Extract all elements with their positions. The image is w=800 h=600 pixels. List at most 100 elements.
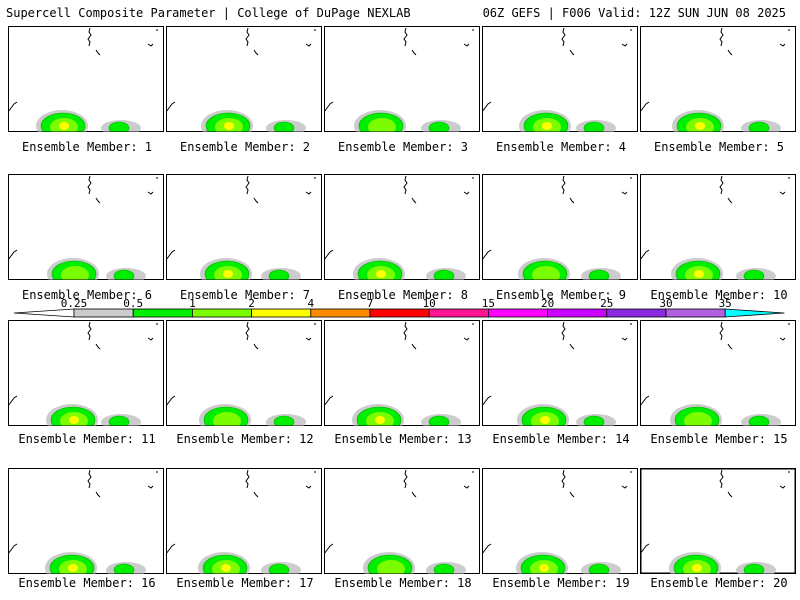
scp-field — [517, 404, 616, 426]
legend-threshold-label: 30 — [659, 297, 673, 310]
legend-threshold-label: 4 — [307, 297, 315, 310]
ensemble-panel[interactable] — [640, 174, 796, 280]
map-frame — [166, 320, 322, 426]
ensemble-panel[interactable] — [640, 26, 796, 132]
map-frame — [166, 174, 322, 280]
coastline — [166, 27, 316, 113]
legend-swatch — [487, 308, 548, 318]
scp-map — [324, 174, 480, 280]
legend-arrow-left — [13, 308, 75, 318]
scp-field — [201, 110, 306, 132]
legend-swatch — [132, 308, 193, 318]
scp-field — [352, 404, 461, 426]
ensemble-member-label: Ensemble Member: 10 — [650, 288, 788, 302]
scp-field — [363, 552, 466, 574]
scp-map — [482, 174, 638, 280]
map-frame — [640, 26, 796, 132]
ensemble-member-label: Ensemble Member: 15 — [650, 432, 788, 446]
ensemble-panel[interactable] — [324, 320, 480, 426]
ensemble-member-label: Ensemble Member: 18 — [334, 576, 472, 590]
scp-map — [8, 26, 164, 132]
coastline — [324, 175, 474, 261]
scp-map — [482, 320, 638, 426]
legend-threshold-label: 35 — [718, 297, 732, 310]
scp-field — [516, 552, 621, 574]
ensemble-panel[interactable] — [8, 26, 164, 132]
legend-threshold-label: 20 — [540, 297, 555, 310]
coastline — [640, 321, 790, 407]
legend-swatch — [73, 308, 134, 318]
scp-field — [672, 110, 781, 132]
ensemble-panel[interactable] — [8, 468, 164, 574]
scp-field — [45, 552, 146, 574]
ensemble-panel[interactable] — [482, 26, 638, 132]
scp-map — [8, 320, 164, 426]
scp-map — [640, 26, 796, 132]
map-frame — [324, 26, 480, 132]
coastline — [482, 469, 632, 555]
coastline — [166, 469, 316, 555]
ensemble-panel[interactable] — [8, 174, 164, 280]
ensemble-member-label: Ensemble Member: 17 — [176, 576, 314, 590]
ensemble-member-label: Ensemble Member: 12 — [176, 432, 314, 446]
legend-threshold-label: 15 — [481, 297, 496, 310]
scp-field — [669, 552, 776, 574]
legend-threshold-label: 0.5 — [123, 297, 144, 310]
map-title: Supercell Composite Parameter | College … — [6, 6, 411, 20]
coastline — [166, 321, 316, 407]
color-legend-bar — [13, 308, 785, 318]
scp-field — [518, 258, 621, 280]
scp-map — [8, 468, 164, 574]
ensemble-panel[interactable] — [166, 468, 322, 574]
scp-map — [324, 320, 480, 426]
map-frame — [640, 174, 796, 280]
scp-map — [166, 320, 322, 426]
legend-threshold-label: 10 — [422, 297, 436, 310]
ensemble-member-label: Ensemble Member: 4 — [495, 140, 627, 154]
scp-field — [354, 110, 461, 132]
coastline — [8, 27, 158, 113]
ensemble-panel[interactable] — [324, 174, 480, 280]
ensemble-member-label: Ensemble Member: 7 — [179, 288, 311, 302]
coastline — [482, 175, 632, 261]
ensemble-panel[interactable] — [324, 468, 480, 574]
scp-map — [482, 468, 638, 574]
legend-swatch — [606, 308, 667, 318]
ensemble-panel[interactable] — [324, 26, 480, 132]
scp-field — [199, 404, 306, 426]
coastline — [8, 469, 158, 555]
ensemble-panel[interactable] — [482, 320, 638, 426]
ensemble-panel[interactable] — [166, 174, 322, 280]
legend-threshold-label: 7 — [366, 297, 374, 310]
ensemble-member-label: Ensemble Member: 8 — [337, 288, 469, 302]
ensemble-panel[interactable] — [8, 320, 164, 426]
scp-map — [640, 174, 796, 280]
valid-time: 06Z GEFS | F006 Valid: 12Z SUN JUN 08 20… — [482, 6, 786, 20]
scp-field — [670, 404, 781, 426]
legend-threshold-label: 25 — [600, 297, 614, 310]
coastline — [640, 469, 790, 555]
ensemble-member-label: Ensemble Member: 14 — [492, 432, 630, 446]
ensemble-panel[interactable] — [482, 174, 638, 280]
ensemble-panel[interactable] — [166, 320, 322, 426]
ensemble-panel[interactable] — [640, 320, 796, 426]
ensemble-panel[interactable] — [166, 26, 322, 132]
ensemble-member-label: Ensemble Member: 11 — [18, 432, 156, 446]
ensemble-member-label: Ensemble Member: 19 — [492, 576, 630, 590]
ensemble-member-label: Ensemble Member: 6 — [21, 288, 153, 302]
coastline — [324, 469, 474, 555]
scp-field — [200, 258, 301, 280]
ensemble-panel[interactable] — [640, 468, 796, 574]
scp-map — [166, 468, 322, 574]
color-legend: 0.25 0.5 1 2 4 7 10 15 20 25 30 35 — [0, 296, 800, 324]
legend-swatch — [251, 308, 312, 318]
ensemble-panel[interactable] — [482, 468, 638, 574]
ensemble-member-label: Ensemble Member: 5 — [653, 140, 785, 154]
coastline — [8, 175, 158, 261]
legend-threshold-label: 0.25 — [60, 297, 88, 310]
ensemble-member-label: Ensemble Member: 3 — [337, 140, 469, 154]
coastline — [482, 27, 632, 113]
coastline — [166, 175, 316, 261]
scp-field — [36, 110, 141, 132]
legend-threshold-label: 2 — [248, 297, 255, 310]
